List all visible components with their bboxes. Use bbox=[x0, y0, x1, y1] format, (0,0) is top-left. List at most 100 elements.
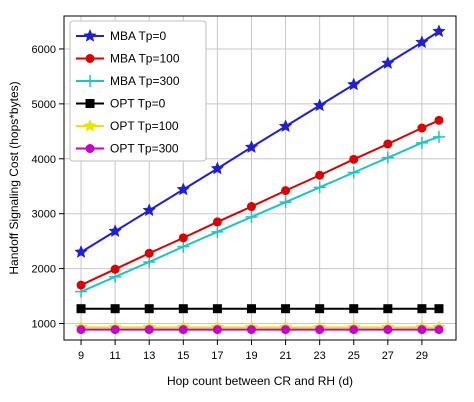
y-tick-label: 5000 bbox=[32, 99, 56, 111]
data-point bbox=[144, 248, 154, 258]
data-point bbox=[432, 130, 445, 143]
x-tick-label: 21 bbox=[279, 350, 291, 362]
x-tick-label: 13 bbox=[143, 350, 155, 362]
data-point bbox=[246, 304, 256, 314]
data-point bbox=[177, 240, 190, 253]
data-point bbox=[281, 186, 291, 196]
data-point bbox=[210, 161, 225, 175]
series-line bbox=[80, 119, 440, 286]
legend-label: OPT Tp=100 bbox=[110, 119, 179, 133]
series bbox=[75, 130, 445, 298]
data-point bbox=[212, 217, 222, 227]
legend-item: MBA Tp=100 bbox=[76, 52, 180, 66]
legend-item: MBA Tp=300 bbox=[76, 74, 180, 88]
data-point bbox=[313, 181, 326, 194]
x-tick-label: 17 bbox=[211, 350, 223, 362]
y-tick-label: 3000 bbox=[32, 209, 56, 221]
data-point bbox=[417, 325, 427, 335]
legend-item: OPT Tp=100 bbox=[76, 118, 179, 133]
legend-label: MBA Tp=100 bbox=[110, 52, 180, 66]
data-point bbox=[245, 210, 258, 223]
x-tick-label: 29 bbox=[416, 350, 428, 362]
y-axis: 1000 2000 3000 4000 5000 6000 bbox=[32, 44, 64, 331]
data-point bbox=[76, 325, 86, 335]
data-point bbox=[415, 136, 428, 149]
y-tick-label: 6000 bbox=[32, 44, 56, 56]
legend: MBA Tp=0 MBA Tp=100 MBA Tp=300 OPT Tp=0 OPT … bbox=[69, 20, 207, 162]
data-point bbox=[143, 256, 156, 269]
series bbox=[76, 325, 444, 335]
x-tick-label: 11 bbox=[109, 350, 120, 362]
x-tick-label: 19 bbox=[245, 350, 257, 362]
data-point bbox=[349, 304, 359, 314]
data-point bbox=[110, 304, 120, 314]
y-tick-label: 1000 bbox=[32, 319, 56, 331]
plot-frame bbox=[63, 15, 457, 341]
data-point bbox=[417, 123, 427, 133]
data-point bbox=[415, 35, 429, 49]
data-point bbox=[178, 233, 188, 243]
data-point bbox=[434, 115, 444, 125]
data-point bbox=[383, 139, 393, 149]
series-layer bbox=[74, 24, 446, 335]
data-point bbox=[381, 151, 394, 164]
legend-swatch-marker bbox=[85, 144, 95, 153]
legend-swatch-marker bbox=[84, 75, 96, 87]
data-point bbox=[349, 154, 359, 164]
data-point bbox=[383, 304, 393, 314]
data-point bbox=[312, 98, 327, 112]
series bbox=[76, 304, 444, 314]
data-point bbox=[434, 325, 444, 335]
data-point bbox=[278, 119, 293, 133]
legend-swatch-marker bbox=[85, 54, 95, 63]
data-point bbox=[349, 325, 359, 335]
data-point bbox=[417, 304, 427, 314]
y-axis-label: Handoff Signaling Cost (hops*bytes) bbox=[7, 81, 21, 274]
legend-label: OPT Tp=300 bbox=[110, 142, 179, 156]
x-axis: 9 11 13 15 17 19 21 23 25 27 29 bbox=[78, 340, 428, 362]
series-line bbox=[80, 135, 440, 293]
legend-label: OPT Tp=0 bbox=[110, 97, 166, 111]
data-point bbox=[432, 24, 446, 38]
data-point bbox=[346, 77, 361, 91]
data-point bbox=[108, 224, 122, 238]
data-point bbox=[281, 325, 291, 335]
data-point bbox=[212, 304, 222, 314]
data-point bbox=[279, 196, 292, 209]
data-point bbox=[381, 56, 395, 70]
data-point bbox=[178, 325, 188, 335]
y-tick-label: 4000 bbox=[32, 154, 56, 166]
data-point bbox=[315, 170, 325, 180]
x-axis-label: Hop count between CR and RH (d) bbox=[167, 374, 353, 388]
data-point bbox=[315, 304, 325, 314]
data-point bbox=[76, 280, 86, 290]
x-tick-label: 27 bbox=[382, 350, 394, 362]
series-line bbox=[80, 30, 440, 253]
data-point bbox=[244, 140, 259, 154]
x-tick-label: 15 bbox=[177, 350, 189, 362]
data-point bbox=[434, 304, 444, 314]
series bbox=[76, 115, 444, 290]
data-point bbox=[315, 325, 325, 335]
data-point bbox=[383, 325, 393, 335]
data-point bbox=[110, 264, 120, 274]
legend-swatch-marker bbox=[85, 99, 95, 108]
data-point bbox=[211, 225, 224, 238]
data-point bbox=[281, 304, 291, 314]
data-point bbox=[144, 325, 154, 335]
legend-swatch-marker bbox=[83, 28, 97, 42]
series bbox=[74, 24, 446, 258]
data-point bbox=[178, 304, 188, 314]
data-point bbox=[246, 325, 256, 335]
x-tick-label: 25 bbox=[348, 350, 360, 362]
data-point bbox=[347, 166, 360, 179]
data-point bbox=[144, 304, 154, 314]
legend-item: OPT Tp=0 bbox=[76, 97, 166, 111]
legend-item: OPT Tp=300 bbox=[76, 142, 179, 156]
legend-label: MBA Tp=300 bbox=[110, 74, 180, 88]
x-tick-label: 23 bbox=[314, 350, 326, 362]
data-point bbox=[176, 182, 191, 196]
data-point bbox=[246, 202, 256, 212]
data-point bbox=[212, 325, 222, 335]
